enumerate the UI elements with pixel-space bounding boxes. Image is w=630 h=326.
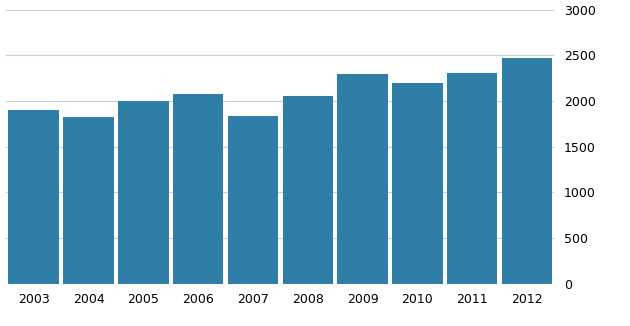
Bar bbox=[337, 74, 388, 284]
Bar bbox=[118, 101, 169, 284]
Bar bbox=[447, 73, 498, 284]
Bar bbox=[8, 110, 59, 284]
Bar bbox=[392, 83, 443, 284]
Bar bbox=[173, 94, 224, 284]
Bar bbox=[63, 117, 114, 284]
Bar bbox=[282, 96, 333, 284]
Bar bbox=[501, 58, 553, 284]
Bar bbox=[227, 116, 278, 284]
